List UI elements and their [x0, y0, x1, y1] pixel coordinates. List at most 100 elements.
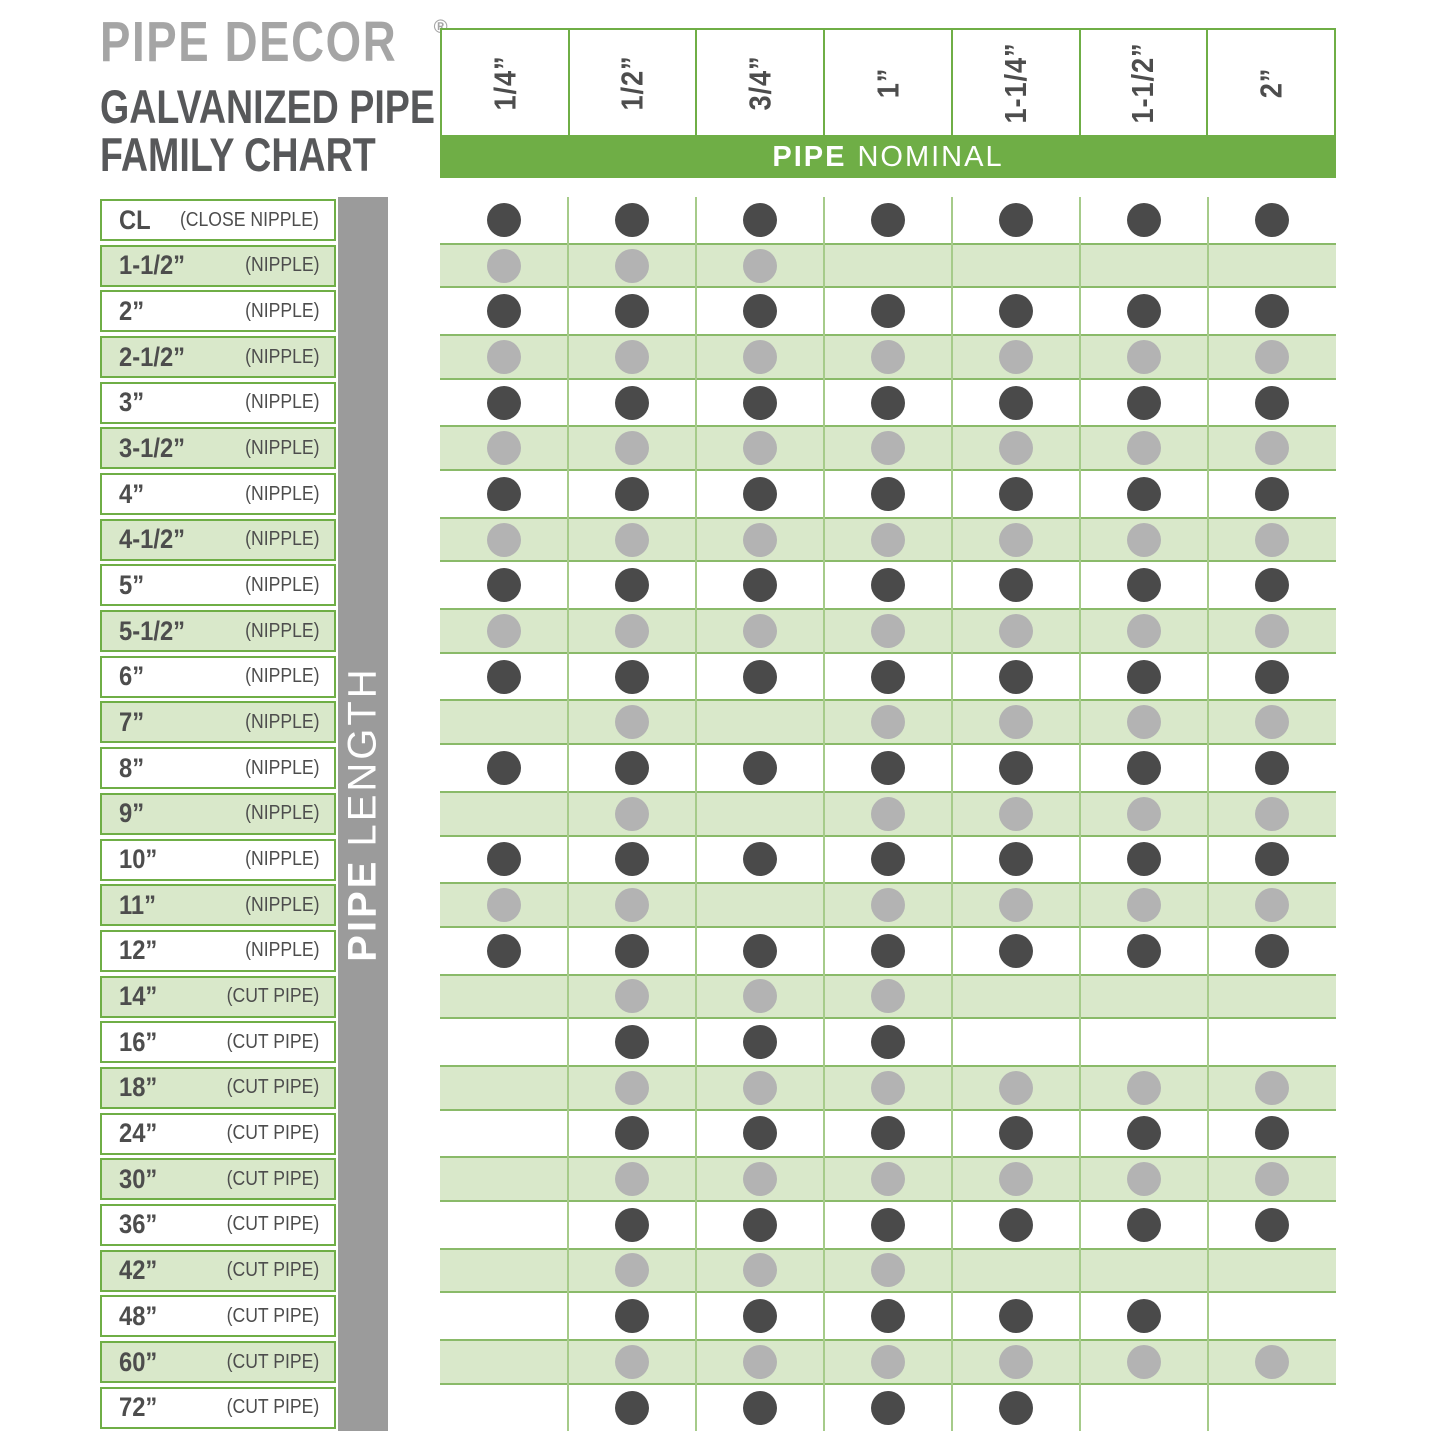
- row-label-box: 12” (NIPPLE): [100, 929, 336, 972]
- availability-dot: [615, 248, 649, 283]
- availability-dot: [871, 1253, 905, 1288]
- availability-dot: [871, 705, 905, 740]
- availability-dot: [999, 1116, 1033, 1151]
- row-length-label: 12”: [119, 935, 158, 966]
- availability-dot: [1127, 1299, 1161, 1334]
- availability-dot: [999, 1207, 1033, 1242]
- pipe-nominal-label-bold: PIPE: [772, 141, 847, 173]
- availability-dot: [743, 522, 777, 557]
- availability-dot: [615, 1162, 649, 1197]
- availability-dot: [999, 933, 1033, 968]
- availability-grid: [440, 197, 1336, 1431]
- availability-dot: [487, 339, 521, 374]
- availability-dot: [1255, 431, 1289, 466]
- row-label-box: 42” (CUT PIPE): [100, 1249, 336, 1292]
- availability-dot: [1255, 613, 1289, 648]
- row-label-box: 2” (NIPPLE): [100, 290, 336, 333]
- availability-dot: [999, 888, 1033, 923]
- availability-dot: [487, 385, 521, 420]
- availability-dot: [999, 294, 1033, 329]
- availability-dot: [487, 431, 521, 466]
- availability-dot: [743, 1344, 777, 1379]
- column-header-label: 1-1/4”: [997, 41, 1033, 124]
- availability-dot: [1127, 568, 1161, 603]
- availability-dot: [871, 933, 905, 968]
- chart-title-line2: FAMILY CHART: [100, 128, 376, 181]
- availability-dot: [1255, 751, 1289, 785]
- availability-dot: [615, 1299, 649, 1334]
- availability-dot: [999, 1344, 1033, 1379]
- row-type-label: (NIPPLE): [244, 482, 319, 505]
- availability-dot: [999, 1070, 1033, 1105]
- availability-dot: [1255, 842, 1289, 877]
- column-header-cell: 1/4”: [440, 28, 570, 137]
- row-type-label: (NIPPLE): [244, 619, 319, 642]
- availability-dot: [1255, 705, 1289, 740]
- availability-dot: [743, 339, 777, 374]
- row-length-label: 2”: [119, 295, 145, 326]
- availability-dot: [743, 248, 777, 283]
- availability-dot: [743, 431, 777, 466]
- availability-dot: [1127, 659, 1161, 694]
- availability-dot: [871, 1070, 905, 1105]
- row-type-label: (NIPPLE): [244, 573, 319, 596]
- availability-dot: [615, 568, 649, 603]
- row-length-label: 7”: [119, 706, 145, 737]
- row-type-label: (CUT PIPE): [226, 1167, 319, 1190]
- row-type-label: (NIPPLE): [244, 848, 319, 871]
- row-label-box: 14” (CUT PIPE): [100, 975, 336, 1018]
- availability-dot: [615, 1344, 649, 1379]
- availability-dot: [871, 431, 905, 466]
- row-label-box: 9” (NIPPLE): [100, 792, 336, 835]
- availability-dot: [615, 933, 649, 968]
- availability-dot: [1127, 385, 1161, 420]
- availability-dot: [743, 1390, 777, 1425]
- row-label-box: 3-1/2” (NIPPLE): [100, 427, 336, 470]
- availability-dot: [1255, 522, 1289, 557]
- row-type-label: (CUT PIPE): [226, 1259, 319, 1282]
- availability-dot: [871, 842, 905, 877]
- availability-dot: [999, 385, 1033, 420]
- availability-dot: [615, 1253, 649, 1288]
- row-length-label: 2-1/2”: [119, 341, 186, 372]
- availability-dot: [1255, 1207, 1289, 1242]
- column-header-label: 3/4”: [742, 54, 778, 111]
- row-type-label: (NIPPLE): [244, 299, 319, 322]
- row-label-box: 18” (CUT PIPE): [100, 1066, 336, 1109]
- row-length-label: 9”: [119, 798, 145, 829]
- availability-dot: [1127, 522, 1161, 557]
- availability-dot: [1127, 613, 1161, 648]
- column-header-cell: 3/4”: [695, 28, 826, 137]
- logo-block: PIPE DECOR® GALVANIZED PIPE FAMILY CHART: [100, 10, 519, 181]
- availability-dot: [487, 568, 521, 603]
- row-type-label: (CUT PIPE): [226, 1122, 319, 1145]
- row-type-label: (NIPPLE): [244, 345, 319, 368]
- availability-dot: [1127, 751, 1161, 785]
- pipe-length-axis-bar: PIPE LENGTH: [338, 197, 388, 1431]
- availability-dot: [1255, 568, 1289, 603]
- availability-dot: [999, 613, 1033, 648]
- pipe-length-label-rest: LENGTH: [340, 666, 385, 847]
- availability-dot: [487, 888, 521, 923]
- brand-logo: PIPE DECOR: [100, 10, 398, 74]
- row-length-label: 3”: [119, 387, 145, 418]
- availability-dot: [1127, 202, 1161, 237]
- row-label-box: 16” (CUT PIPE): [100, 1021, 336, 1064]
- availability-dot: [871, 568, 905, 603]
- availability-dot: [1127, 796, 1161, 831]
- availability-dot: [615, 1025, 649, 1060]
- row-length-label: 5”: [119, 569, 145, 600]
- availability-dot: [1127, 339, 1161, 374]
- availability-dot: [1127, 1070, 1161, 1105]
- availability-dot: [999, 1390, 1033, 1425]
- column-header-label: 1-1/2”: [1125, 41, 1161, 124]
- availability-dot: [615, 613, 649, 648]
- availability-dot: [615, 979, 649, 1014]
- availability-dot: [999, 796, 1033, 831]
- availability-dot: [871, 476, 905, 511]
- availability-dot: [615, 705, 649, 740]
- availability-dot: [487, 522, 521, 557]
- availability-dot: [615, 202, 649, 237]
- row-length-label: 16”: [119, 1026, 158, 1057]
- row-length-label: 11”: [119, 889, 157, 920]
